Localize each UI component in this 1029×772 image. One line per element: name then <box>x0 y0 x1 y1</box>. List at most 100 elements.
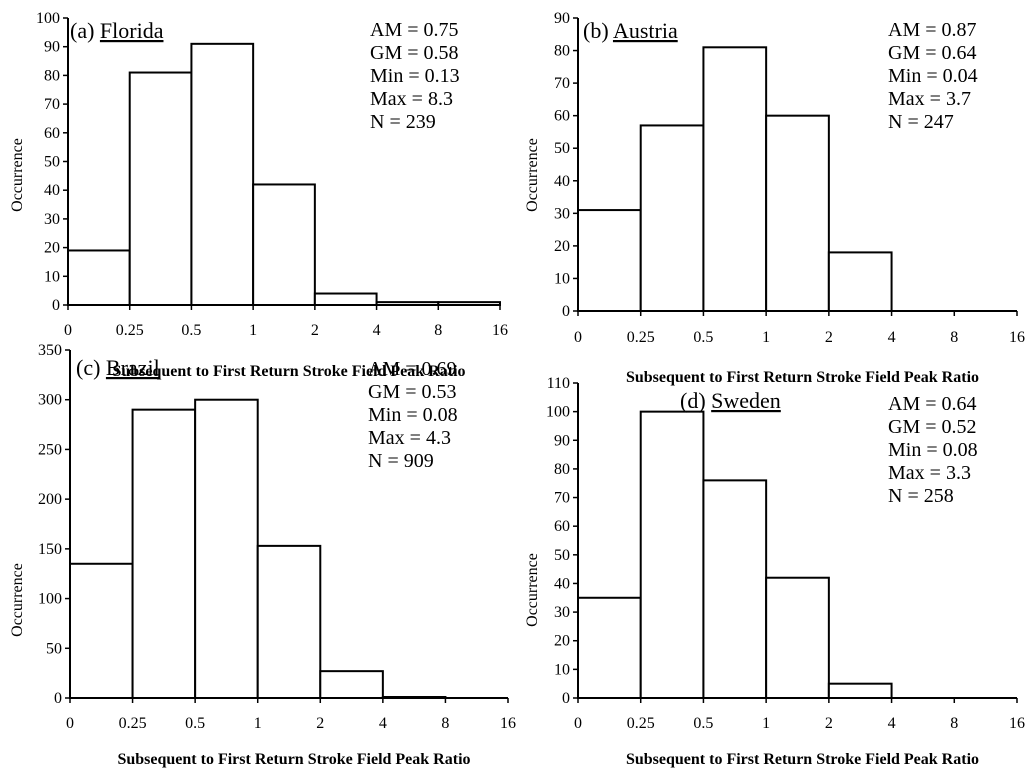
panel-title: (a) Florida <box>70 18 164 43</box>
y-tick-label: 80 <box>554 43 570 60</box>
panel-region-name: Florida <box>100 18 164 43</box>
y-tick-label: 110 <box>547 375 570 392</box>
stat-line: AM = 0.64 <box>888 393 977 415</box>
panel-title: (d) Sweden <box>680 388 781 413</box>
x-tick-label: 0 <box>574 329 582 346</box>
histogram-bar <box>252 183 316 307</box>
x-tick-label: 8 <box>950 715 958 732</box>
stat-line: N = 247 <box>888 111 954 133</box>
x-tick-label: 4 <box>373 322 381 339</box>
histogram-bar <box>577 596 642 699</box>
y-tick-label: 0 <box>562 303 570 320</box>
x-axis-label: Subsequent to First Return Stroke Field … <box>117 751 470 768</box>
histogram-bar <box>319 670 384 700</box>
histogram-panel-austria: 0 10 20 30 40 50 60 70 80 90 0 0.25 0.5 1 2 4 8 16 Subsequ… <box>524 10 1025 386</box>
y-tick-label: 90 <box>554 10 570 27</box>
y-tick-label: 0 <box>52 297 60 314</box>
y-tick-label: 90 <box>44 39 60 56</box>
y-tick-label: 80 <box>44 67 60 84</box>
y-tick-label: 60 <box>554 108 570 125</box>
y-tick-label: 100 <box>546 404 570 421</box>
panel-letter: (c) <box>76 355 106 380</box>
y-tick-label: 30 <box>44 211 60 228</box>
histogram-bar <box>128 71 193 306</box>
x-tick-label: 0.5 <box>693 329 713 346</box>
x-tick-label: 1 <box>254 715 262 732</box>
x-tick-label: 4 <box>379 715 387 732</box>
y-tick-label: 60 <box>554 518 570 535</box>
x-tick-label: 1 <box>762 715 770 732</box>
y-tick-label: 40 <box>44 182 60 199</box>
stat-line: GM = 0.64 <box>888 42 977 64</box>
histogram-bar <box>194 398 259 699</box>
x-tick-label: 8 <box>950 329 958 346</box>
y-axis-label: Occurrence <box>524 138 541 212</box>
panel-letter: (d) <box>680 388 711 413</box>
y-tick-label: 200 <box>38 491 62 508</box>
x-tick-label: 0.5 <box>185 715 205 732</box>
histogram-panel-brazil: 0 50 100 150 200 250 300 350 0 0.25 0.5 1 2 4 8 16 Subse… <box>9 342 516 768</box>
histogram-bar <box>313 292 378 306</box>
panel-region-name: Brazil <box>106 355 160 380</box>
y-tick-label: 10 <box>554 661 570 678</box>
x-tick-label: 0.25 <box>627 329 655 346</box>
y-tick-label: 40 <box>554 173 570 190</box>
x-tick-label: 1 <box>762 329 770 346</box>
y-tick-label: 0 <box>54 690 62 707</box>
histogram-bar <box>577 209 642 312</box>
stat-line: Min = 0.08 <box>368 404 458 426</box>
y-tick-label: 50 <box>44 154 60 171</box>
histogram-bar <box>827 251 893 312</box>
y-tick-label: 60 <box>44 125 60 142</box>
histogram-bar <box>639 124 705 312</box>
y-tick-label: 20 <box>554 633 570 650</box>
x-tick-label: 2 <box>311 322 319 339</box>
y-tick-label: 50 <box>46 640 62 657</box>
y-tick-label: 300 <box>38 392 62 409</box>
y-tick-label: 70 <box>44 96 60 113</box>
x-tick-label: 0.25 <box>119 715 147 732</box>
x-tick-label: 0.25 <box>627 715 655 732</box>
y-tick-label: 100 <box>38 591 62 608</box>
stat-line: Min = 0.08 <box>888 439 978 461</box>
y-tick-label: 150 <box>38 541 62 558</box>
x-tick-label: 0 <box>574 715 582 732</box>
y-tick-label: 50 <box>554 140 570 157</box>
histogram-bar <box>131 408 197 699</box>
histogram-bar <box>827 682 893 700</box>
panel-region-name: Austria <box>613 18 678 43</box>
y-tick-label: 50 <box>554 547 570 564</box>
y-tick-label: 90 <box>554 432 570 449</box>
x-tick-label: 0 <box>66 715 74 732</box>
y-tick-label: 40 <box>554 575 570 592</box>
y-axis-label: Occurrence <box>9 138 26 212</box>
panel-letter: (a) <box>70 18 100 43</box>
x-tick-label: 0.25 <box>116 322 144 339</box>
panel-region-name: Sweden <box>711 388 781 413</box>
panel-title: (c) Brazil <box>76 355 160 380</box>
y-axis-label: Occurrence <box>524 553 541 627</box>
stat-line: Max = 8.3 <box>370 88 453 110</box>
stat-line: Max = 4.3 <box>368 427 451 449</box>
x-tick-label: 2 <box>825 329 833 346</box>
x-tick-label: 2 <box>316 715 324 732</box>
x-tick-label: 8 <box>441 715 449 732</box>
x-axis-label: Subsequent to First Return Stroke Field … <box>112 363 465 380</box>
histogram-bar <box>765 114 830 312</box>
x-tick-label: 4 <box>888 715 896 732</box>
histogram-bar <box>639 410 705 699</box>
panel-title: (b) Austria <box>583 18 678 43</box>
histogram-bar <box>702 46 768 313</box>
y-tick-label: 250 <box>38 441 62 458</box>
y-tick-label: 70 <box>554 75 570 92</box>
x-tick-label: 8 <box>434 322 442 339</box>
y-tick-label: 20 <box>44 240 60 257</box>
histogram-panel-florida: 0 10 20 30 40 50 60 70 80 90 100 0 0.25 0.5 1 2 4 8 16 Subs… <box>9 10 508 380</box>
x-tick-label: 16 <box>492 322 508 339</box>
histogram-bar <box>765 576 830 700</box>
x-tick-label: 16 <box>500 715 516 732</box>
x-tick-label: 2 <box>825 715 833 732</box>
stat-line: AM = 0.75 <box>370 19 459 41</box>
y-tick-label: 10 <box>554 270 570 287</box>
